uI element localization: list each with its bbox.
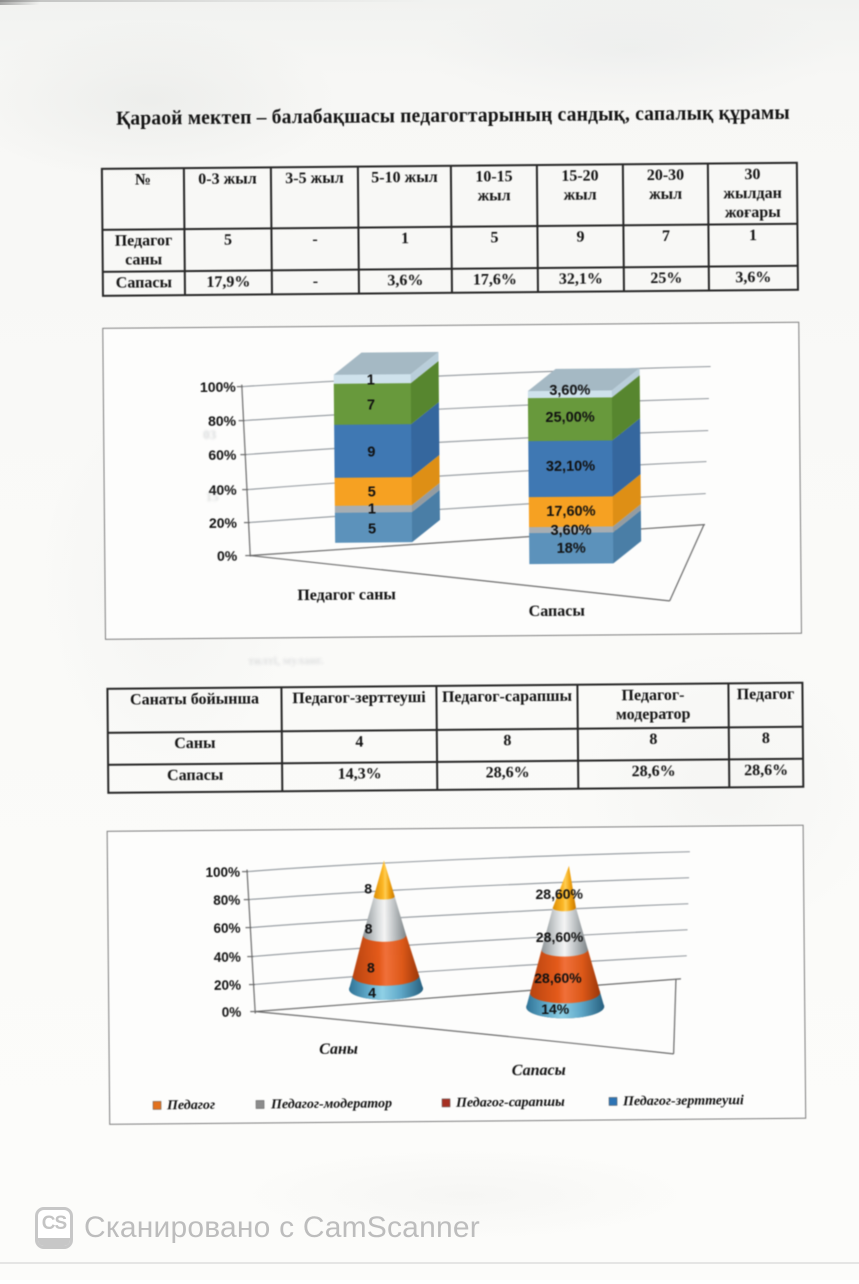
- svg-text:0%: 0%: [217, 548, 238, 564]
- svg-text:40%: 40%: [214, 950, 241, 965]
- svg-text:1: 1: [368, 501, 376, 517]
- svg-text:Педагог саны: Педагог саны: [297, 586, 396, 604]
- svg-text:4: 4: [368, 984, 376, 1000]
- svg-text:1: 1: [367, 372, 375, 388]
- svg-text:100%: 100%: [205, 865, 240, 880]
- svg-text:18%: 18%: [557, 541, 586, 557]
- svg-text:80%: 80%: [213, 893, 240, 908]
- svg-text:25,00%: 25,00%: [545, 410, 594, 426]
- svg-text:0%: 0%: [222, 1005, 242, 1020]
- svg-text:Педагог-зерттеуші: Педагог-зерттеуші: [622, 1093, 744, 1109]
- svg-text:Педагог-сарапшы: Педагог-сарапшы: [455, 1095, 565, 1111]
- svg-text:17,60%: 17,60%: [546, 504, 595, 520]
- svg-text:5: 5: [368, 484, 376, 500]
- svg-text:14%: 14%: [541, 1001, 570, 1017]
- svg-text:20%: 20%: [214, 978, 241, 993]
- svg-text:Сапасы: Сапасы: [512, 1062, 566, 1079]
- svg-text:8: 8: [367, 959, 375, 975]
- svg-text:Педагог-модератор: Педагог-модератор: [270, 1096, 392, 1112]
- svg-text:7: 7: [367, 397, 375, 413]
- svg-text:28,60%: 28,60%: [536, 929, 584, 945]
- svg-text:Сапасы: Сапасы: [529, 603, 586, 620]
- svg-text:28,60%: 28,60%: [535, 886, 583, 902]
- svg-text:32,10%: 32,10%: [546, 459, 595, 475]
- svg-text:Педагог: Педагог: [166, 1098, 215, 1113]
- svg-text:100%: 100%: [200, 379, 236, 395]
- svg-text:60%: 60%: [213, 921, 240, 936]
- svg-text:9: 9: [367, 444, 375, 460]
- svg-text:8: 8: [365, 921, 373, 937]
- svg-text:60%: 60%: [208, 447, 237, 463]
- svg-text:8: 8: [364, 881, 372, 897]
- svg-text:5: 5: [368, 521, 376, 537]
- svg-text:28,60%: 28,60%: [534, 970, 582, 986]
- svg-text:Саны: Саны: [319, 1041, 358, 1058]
- svg-text:20%: 20%: [209, 515, 238, 531]
- svg-text:3,60%: 3,60%: [550, 523, 591, 539]
- svg-text:3,60%: 3,60%: [549, 383, 590, 399]
